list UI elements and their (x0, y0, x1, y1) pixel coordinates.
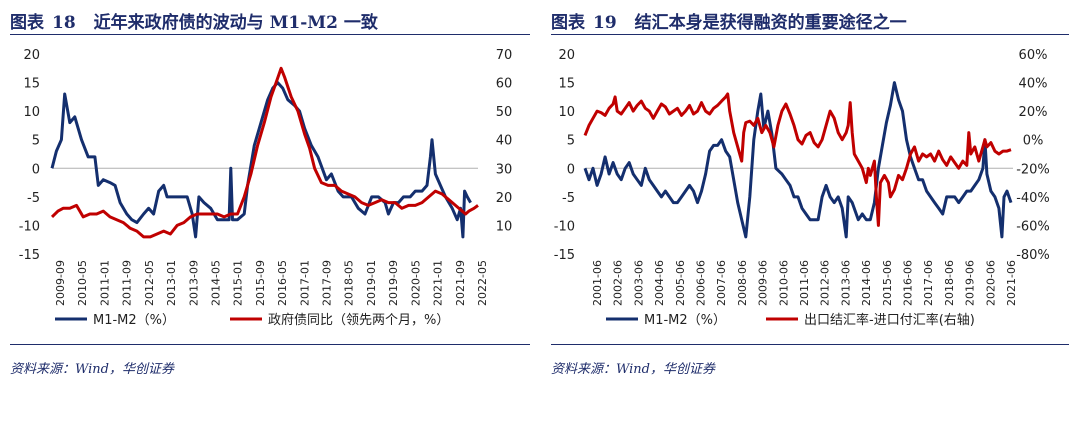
x-tick-label: 2022-05 (476, 260, 489, 306)
x-tick-label: 2013-06 (839, 260, 852, 306)
x-tick-label: 2012-05 (143, 260, 156, 306)
x-tick-label: 2015-09 (254, 260, 267, 306)
x-tick-label: 2003-06 (632, 260, 645, 306)
y-left-tick-label: 0 (32, 162, 40, 177)
x-tick-label: 2013-09 (187, 260, 200, 306)
x-tick-label: 2007-06 (715, 260, 728, 306)
series-line-m1-m2 (583, 81, 1013, 239)
x-tick-label: 2009-09 (54, 260, 67, 306)
y-right-tick-label: 50 (496, 105, 513, 120)
y-right-tick-label: 40 (496, 134, 513, 149)
x-tick-label: 2018-05 (343, 260, 356, 306)
x-tick-label: 2018-06 (943, 260, 956, 306)
x-tick-label: 2014-06 (860, 260, 873, 306)
y-left-tick-label: 5 (567, 134, 575, 149)
series-line-secondary (583, 92, 1012, 227)
series-line-secondary (50, 66, 479, 239)
y-right-tick-label: -20% (1016, 162, 1050, 177)
source-note: 资料来源：Wind，华创证券 (10, 362, 174, 377)
x-tick-label: 2008-06 (736, 260, 749, 306)
x-tick-label: 2019-09 (387, 260, 400, 306)
figure-number: 19 (593, 13, 617, 33)
y-left-tick-label: -10 (554, 219, 575, 234)
y-left-tick-label: 15 (558, 77, 575, 92)
x-tick-label: 2015-01 (232, 260, 245, 306)
y-left-tick-label: 10 (23, 105, 40, 120)
x-tick-label: 2006-06 (695, 260, 708, 306)
x-tick-label: 2017-01 (298, 260, 311, 306)
x-tick-label: 2016-05 (276, 260, 289, 306)
x-tick-label: 2011-06 (798, 260, 811, 306)
y-left-tick-label: -10 (19, 219, 40, 234)
x-tick-label: 2015-06 (881, 260, 894, 306)
source-divider (551, 344, 1069, 345)
y-left-tick-label: 20 (23, 48, 40, 63)
legend-label: 政府债同比（领先两个月，%） (268, 313, 449, 328)
x-tick-label: 2013-01 (165, 260, 178, 306)
y-right-tick-label: 10 (496, 219, 513, 234)
x-tick-label: 2001-06 (591, 260, 604, 306)
y-right-tick-label: -60% (1016, 219, 1050, 234)
figure-panel-left: 图表 18 近年来政府债的波动与 M1-M2 一致 -15 -10 -5 0 5 10 15 20… (0, 0, 530, 423)
chart-right: -15 -10 -5 0 5 10 15 20 -80% -60% -40% -20% 0% 20% 40%… (554, 48, 1050, 328)
y-right-tick-label: 70 (496, 48, 513, 63)
x-tick-label: 2019-01 (365, 260, 378, 306)
source-divider (10, 344, 530, 345)
x-tick-label: 2014-05 (209, 260, 222, 306)
x-tick-label: 2017-09 (321, 260, 334, 306)
y-right-tick-label: 0% (1023, 134, 1044, 149)
x-tick-label: 2021-06 (1005, 260, 1018, 306)
x-tick-label: 2010-05 (76, 260, 89, 306)
y-right-tick-label: 60 (496, 77, 513, 92)
y-right-tick-label: 20 (496, 191, 513, 206)
x-tick-label: 2011-09 (121, 260, 134, 306)
x-tick-label: 2002-06 (612, 260, 625, 306)
x-tick-label: 2005-06 (674, 260, 687, 306)
figure-title: 图表 18 近年来政府债的波动与 M1-M2 一致 (10, 8, 378, 33)
y-right-tick-label: 60% (1019, 48, 1048, 63)
x-tick-label: 2019-06 (964, 260, 977, 306)
y-left-tick-label: -15 (19, 248, 40, 263)
y-right-tick-label: 30 (496, 162, 513, 177)
y-right-tick-label: 40% (1019, 77, 1048, 92)
legend-label: 出口结汇率-进口付汇率(右轴) (804, 312, 975, 328)
figure-title-text: 结汇本身是获得融资的重要途径之一 (634, 13, 907, 33)
x-tick-label: 2020-05 (409, 260, 422, 306)
figure-label: 图表 (10, 13, 44, 33)
x-tick-label: 2011-01 (98, 260, 111, 306)
y-right-tick-label: -80% (1016, 248, 1050, 263)
title-divider (551, 34, 1069, 35)
x-tick-label: 2020-06 (984, 260, 997, 306)
figure-panel-right: 图表 19 结汇本身是获得融资的重要途径之一 -15 -10 -5 0 5 10 15 20 -80… (541, 0, 1069, 423)
figure-label: 图表 (551, 13, 585, 33)
chart-left: -15 -10 -5 0 5 10 15 20 10 20 30 40 50 60 70 2009-09 201… (19, 48, 513, 328)
y-left-tick-label: 10 (558, 105, 575, 120)
x-tick-label: 2021-09 (454, 260, 467, 306)
x-tick-label: 2021-01 (432, 260, 445, 306)
y-left-tick-label: 5 (32, 134, 40, 149)
legend-label: M1-M2（%） (644, 313, 726, 328)
legend-label: M1-M2（%） (93, 313, 175, 328)
x-tick-label: 2016-06 (902, 260, 915, 306)
y-left-tick-label: 15 (23, 77, 40, 92)
y-right-tick-label: 20% (1019, 105, 1048, 120)
x-tick-label: 2017-06 (922, 260, 935, 306)
source-note: 资料来源：Wind，华创证券 (551, 362, 715, 377)
y-left-tick-label: -5 (562, 191, 575, 206)
figure-title-text: 近年来政府债的波动与 M1-M2 一致 (93, 13, 378, 33)
x-tick-label: 2009-06 (757, 260, 770, 306)
x-tick-label: 2010-06 (777, 260, 790, 306)
title-divider (10, 34, 530, 35)
series-line-m1-m2 (50, 81, 472, 239)
y-left-tick-label: -5 (27, 191, 40, 206)
x-tick-label: 2004-06 (653, 260, 666, 306)
figure-number: 18 (52, 13, 76, 33)
y-left-tick-label: 20 (558, 48, 575, 63)
y-left-tick-label: 0 (567, 162, 575, 177)
x-tick-label: 2012-06 (819, 260, 832, 306)
y-left-tick-label: -15 (554, 248, 575, 263)
figure-title: 图表 19 结汇本身是获得融资的重要途径之一 (551, 8, 907, 33)
y-right-tick-label: -40% (1016, 191, 1050, 206)
